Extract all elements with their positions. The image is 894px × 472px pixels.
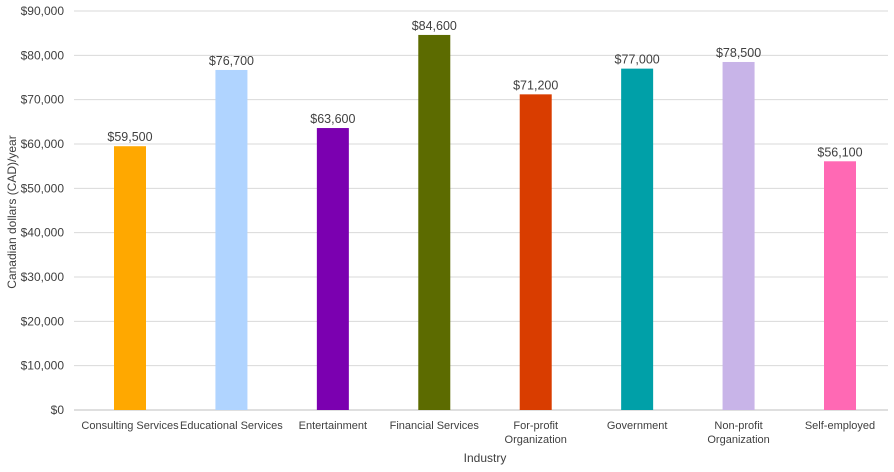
data-label: $63,600 xyxy=(310,112,355,126)
bar xyxy=(824,161,856,410)
data-label: $71,200 xyxy=(513,78,558,92)
bar xyxy=(418,34,451,410)
y-tick-label: $70,000 xyxy=(21,93,65,107)
y-tick-label: $40,000 xyxy=(21,226,65,240)
bars xyxy=(114,34,856,411)
y-tick-label: $50,000 xyxy=(21,181,65,195)
x-axis-title: Industry xyxy=(464,451,507,465)
bar xyxy=(621,68,654,410)
y-axis-title: Canadian dollars (CAD)/year xyxy=(5,135,19,288)
y-axis-ticks: $0 $10,000 $20,000 $30,000 $40,000 $50,000 $60… xyxy=(21,4,65,417)
bar xyxy=(722,61,755,410)
gridlines xyxy=(74,10,888,411)
bar xyxy=(215,69,248,411)
y-tick-label: $80,000 xyxy=(21,48,65,62)
x-axis-categories: Consulting Services Educational Services E… xyxy=(81,420,875,446)
x-tick-label: For-profit xyxy=(513,420,558,432)
y-tick-label: $90,000 xyxy=(21,4,65,18)
y-tick-label: $30,000 xyxy=(21,270,65,284)
data-label: $84,600 xyxy=(412,19,457,33)
data-label: $77,000 xyxy=(615,53,660,67)
x-tick-label: Consulting Services xyxy=(81,420,179,432)
bar xyxy=(519,94,552,410)
y-tick-label: $20,000 xyxy=(21,314,65,328)
x-tick-label: Organization xyxy=(707,434,769,446)
x-tick-label: Financial Services xyxy=(390,420,480,432)
x-tick-label: Entertainment xyxy=(299,420,367,432)
y-tick-label: $60,000 xyxy=(21,137,65,151)
x-tick-label: Organization xyxy=(505,434,567,446)
x-tick-label: Non-profit xyxy=(714,420,762,432)
y-tick-label: $10,000 xyxy=(21,359,65,373)
bar xyxy=(316,128,349,411)
data-label: $59,500 xyxy=(107,130,152,144)
y-tick-label: $0 xyxy=(51,403,65,417)
x-tick-label: Self-employed xyxy=(805,420,875,432)
data-label: $78,500 xyxy=(716,46,761,60)
value-labels: $59,500 $76,700 $63,600 $84,600 $71,200 $77,0… xyxy=(107,19,862,159)
data-label: $76,700 xyxy=(209,54,254,68)
bar xyxy=(114,146,146,410)
data-label: $56,100 xyxy=(817,145,862,159)
x-tick-label: Educational Services xyxy=(180,420,283,432)
x-tick-label: Government xyxy=(607,420,668,432)
